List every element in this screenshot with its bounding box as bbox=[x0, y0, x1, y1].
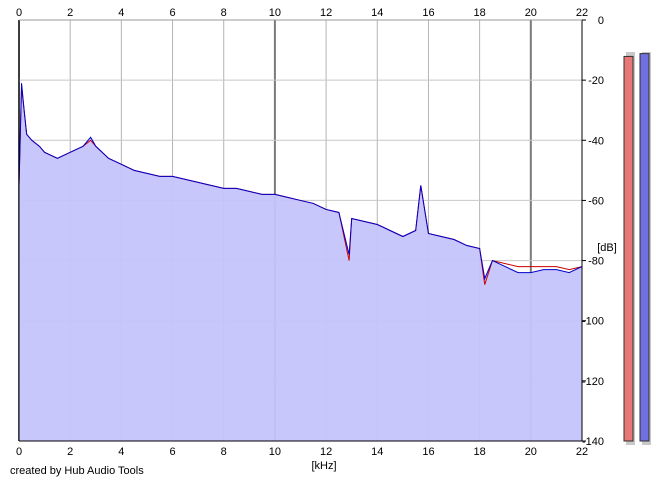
y-axis-label: [dB] bbox=[597, 242, 617, 254]
y-tick-labels: 0 -20 -40 -60 -80 -100 -120 -140 bbox=[582, 15, 604, 448]
x-axis-label: [kHz] bbox=[311, 460, 336, 472]
x-tick-label-bottom: 20 bbox=[525, 446, 537, 458]
y-tick-label: -60 bbox=[588, 195, 604, 207]
x-tick-label-top: 22 bbox=[576, 7, 588, 19]
y-tick-label: 0 bbox=[598, 15, 604, 27]
x-tick-label-bottom: 14 bbox=[371, 446, 383, 458]
x-tick-label-bottom: 6 bbox=[169, 446, 175, 458]
x-tick-label-bottom: 2 bbox=[67, 446, 73, 458]
x-tick-label-top: 12 bbox=[320, 7, 332, 19]
x-tick-label-top: 0 bbox=[16, 7, 22, 19]
x-tick-label-top: 18 bbox=[474, 7, 486, 19]
credit-text: created by Hub Audio Tools bbox=[10, 465, 144, 477]
x-tick-label-top: 2 bbox=[67, 7, 73, 19]
x-tick-labels-bottom: 0 2 4 6 8 10 12 14 16 18 20 22 bbox=[16, 446, 588, 458]
y-tick-label: -100 bbox=[582, 316, 604, 328]
x-tick-label-top: 8 bbox=[221, 7, 227, 19]
x-tick-label-top: 20 bbox=[525, 7, 537, 19]
y-tick-label: -140 bbox=[582, 436, 604, 448]
spectrum-fill bbox=[19, 83, 582, 442]
plot-frame bbox=[18, 19, 583, 442]
y-tick-label: -80 bbox=[588, 256, 604, 268]
series-lines bbox=[18, 83, 583, 285]
x-tick-label-top: 14 bbox=[371, 7, 383, 19]
level-meter-bar bbox=[623, 55, 634, 442]
x-tick-label-top: 16 bbox=[422, 7, 434, 19]
x-tick-label-bottom: 8 bbox=[221, 446, 227, 458]
x-tick-label-bottom: 12 bbox=[320, 446, 332, 458]
x-tick-label-top: 6 bbox=[169, 7, 175, 19]
x-tick-label-bottom: 16 bbox=[422, 446, 434, 458]
x-tick-label-bottom: 0 bbox=[16, 446, 22, 458]
x-tick-label-bottom: 22 bbox=[576, 446, 588, 458]
x-tick-label-top: 4 bbox=[118, 7, 124, 19]
x-tick-labels-top: 0 2 4 6 8 10 12 14 16 18 20 22 bbox=[16, 7, 588, 19]
y-tick-label: -20 bbox=[588, 75, 604, 87]
level-meter-bar bbox=[639, 53, 650, 442]
x-tick-label-bottom: 4 bbox=[118, 446, 124, 458]
spectrum-fill-area bbox=[19, 83, 582, 442]
level-meters bbox=[623, 52, 651, 445]
y-tick-label: -40 bbox=[588, 135, 604, 147]
x-tick-label-bottom: 18 bbox=[474, 446, 486, 458]
series-line-2 bbox=[18, 83, 583, 281]
x-tick-label-top: 10 bbox=[269, 7, 281, 19]
x-tick-label-bottom: 10 bbox=[269, 446, 281, 458]
y-tick-label: -120 bbox=[582, 376, 604, 388]
